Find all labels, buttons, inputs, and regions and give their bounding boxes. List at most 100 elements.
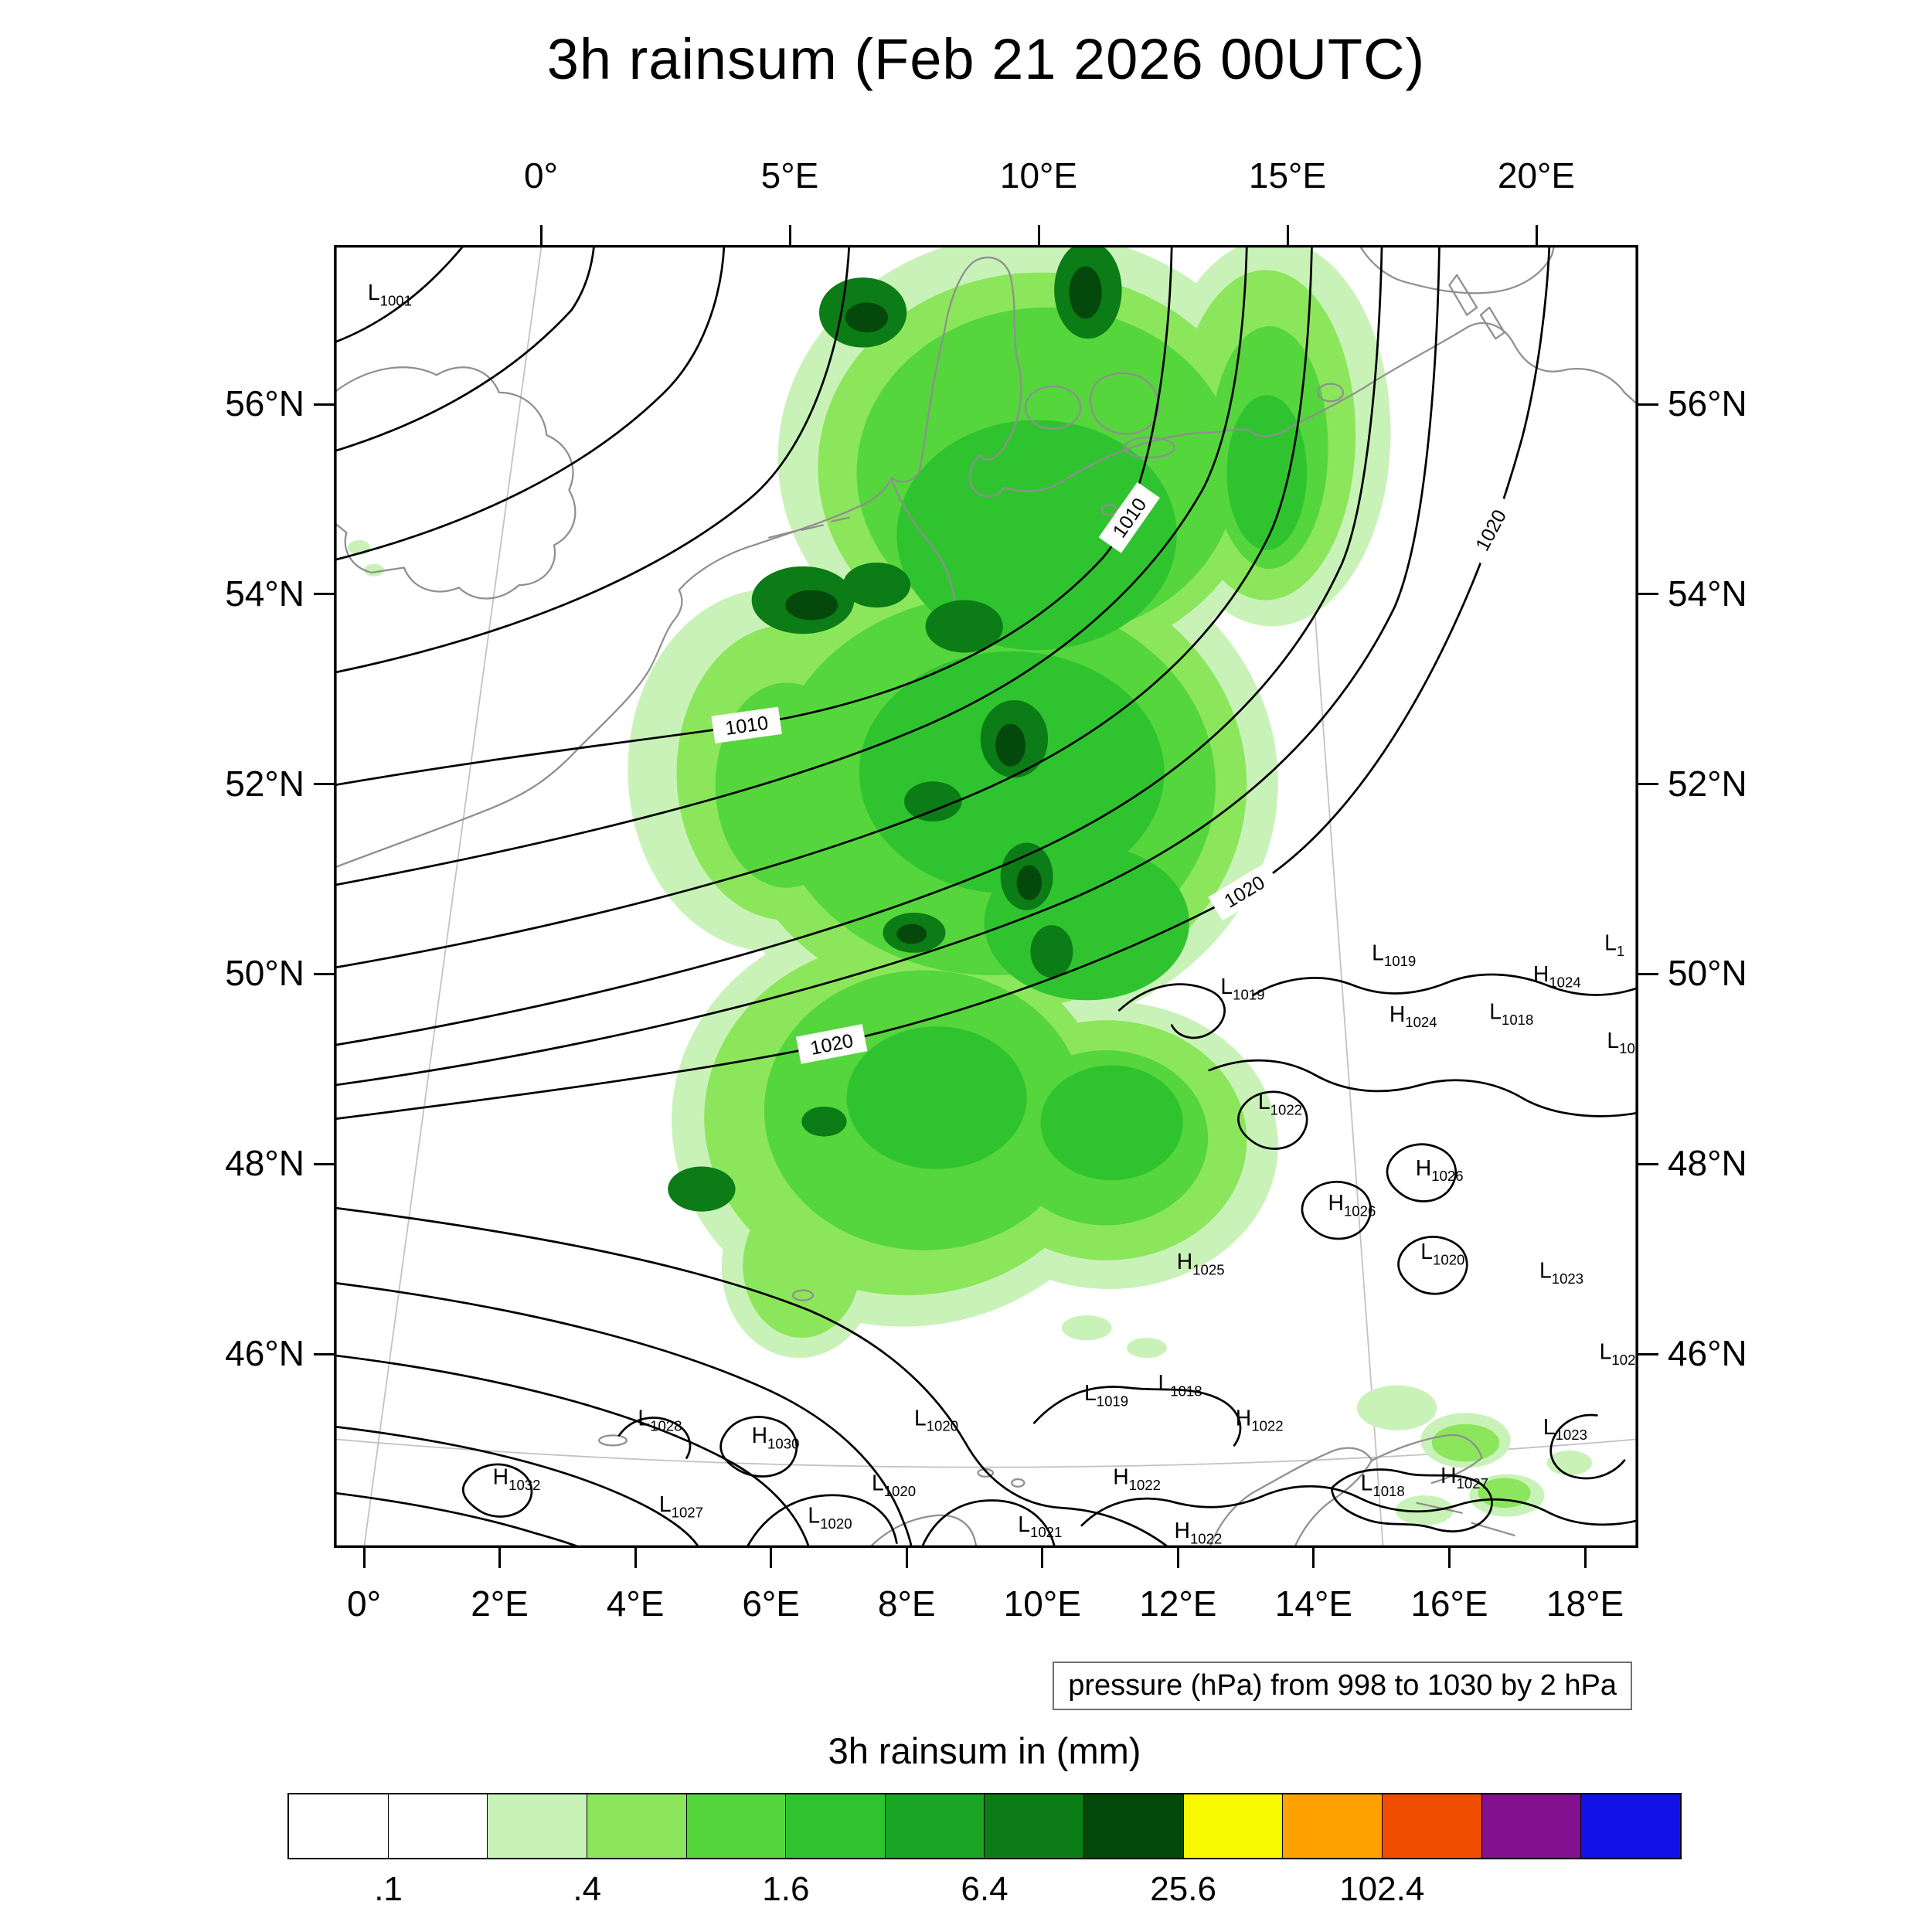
axis-tick bbox=[1041, 1548, 1044, 1568]
pressure-center-low: L10 bbox=[1607, 1028, 1634, 1056]
colorbar-segment bbox=[885, 1794, 985, 1858]
right-axis-label: 56°N bbox=[1668, 383, 1747, 423]
pressure-center-low: L1020 bbox=[1420, 1239, 1464, 1267]
colorbar-segment bbox=[1183, 1794, 1284, 1858]
colorbar-tick-label: 25.6 bbox=[1150, 1870, 1216, 1908]
pressure-center-high: H1022 bbox=[1113, 1464, 1161, 1492]
pressure-center-low: L1 bbox=[1604, 930, 1624, 959]
pressure-center-high: H1026 bbox=[1416, 1155, 1464, 1184]
left-axis-label: 52°N bbox=[225, 763, 304, 804]
colorbar bbox=[287, 1793, 1682, 1859]
left-axis-label: 46°N bbox=[225, 1333, 304, 1373]
axis-tick bbox=[770, 1548, 773, 1568]
colorbar-tick-label: 102.4 bbox=[1339, 1870, 1425, 1908]
bottom-axis-label: 16°E bbox=[1410, 1583, 1488, 1624]
axis-tick bbox=[498, 1548, 502, 1568]
colorbar-tick-label: 6.4 bbox=[961, 1870, 1009, 1908]
axis-tick bbox=[788, 225, 791, 245]
colorbar-segment bbox=[488, 1794, 587, 1858]
pressure-center-low: L102 bbox=[1600, 1339, 1636, 1368]
bottom-axis-label: 0° bbox=[347, 1583, 381, 1624]
axis-tick bbox=[1312, 1548, 1315, 1568]
colorbar-segment bbox=[786, 1794, 886, 1858]
pressure-center-low: L1028 bbox=[638, 1405, 682, 1434]
axis-tick bbox=[314, 1352, 334, 1355]
colorbar-title: 3h rainsum in (mm) bbox=[828, 1730, 1141, 1771]
pressure-center-low: L1019 bbox=[1084, 1380, 1128, 1409]
axis-tick bbox=[1286, 225, 1289, 245]
pressure-center-low: L1018 bbox=[1158, 1370, 1202, 1399]
pressure-center-high: H1024 bbox=[1533, 961, 1581, 990]
pressure-caption: pressure (hPa) from 998 to 1030 by 2 hPa bbox=[1053, 1662, 1632, 1710]
bottom-axis-label: 18°E bbox=[1546, 1583, 1624, 1624]
right-axis-label: 48°N bbox=[1668, 1143, 1747, 1184]
axis-tick bbox=[362, 1548, 366, 1568]
pressure-center-low: L1020 bbox=[914, 1405, 958, 1434]
pressure-center-low: L1020 bbox=[872, 1471, 916, 1499]
axis-tick bbox=[1638, 403, 1658, 406]
bottom-axis-label: 14°E bbox=[1274, 1583, 1353, 1624]
colorbar-segment bbox=[388, 1794, 488, 1858]
top-axis-label: 15°E bbox=[1248, 155, 1327, 196]
top-axis-label: 5°E bbox=[760, 155, 819, 196]
axis-tick bbox=[634, 1548, 637, 1568]
axis-tick bbox=[1638, 1162, 1658, 1165]
colorbar-segment bbox=[1581, 1794, 1680, 1858]
axis-tick bbox=[314, 972, 334, 975]
top-axis-label: 20°E bbox=[1497, 155, 1576, 196]
top-axis-label: 10°E bbox=[999, 155, 1078, 196]
left-axis-label: 56°N bbox=[225, 383, 304, 423]
colorbar-segment bbox=[985, 1794, 1085, 1858]
left-axis-label: 50°N bbox=[225, 953, 304, 994]
pressure-center-low: L1019 bbox=[1372, 940, 1416, 969]
coastlines bbox=[334, 245, 1638, 1548]
rain-layer-dark bbox=[668, 245, 1122, 1212]
pressure-center-low: L1018 bbox=[1361, 1471, 1405, 1499]
contour-label: 1010 bbox=[711, 706, 782, 744]
pressure-center-low: L1018 bbox=[1489, 999, 1533, 1028]
axis-tick bbox=[1638, 783, 1658, 786]
bottom-axis-label: 10°E bbox=[1003, 1583, 1081, 1624]
contour-label: 1020 bbox=[795, 1024, 868, 1064]
colorbar-segment bbox=[1283, 1794, 1383, 1858]
bottom-axis-label: 6°E bbox=[742, 1583, 800, 1624]
plot-title: 3h rainsum (Feb 21 2026 00UTC) bbox=[546, 27, 1426, 91]
axis-tick bbox=[1037, 225, 1040, 245]
bottom-axis-label: 4°E bbox=[606, 1583, 665, 1624]
axis-tick bbox=[1176, 1548, 1179, 1568]
pressure-center-low: L1020 bbox=[808, 1503, 852, 1532]
pressure-center-high: H1024 bbox=[1389, 1002, 1437, 1030]
colorbar-tick-label: 1.6 bbox=[762, 1870, 810, 1908]
top-axis-label: 0° bbox=[524, 155, 558, 196]
right-axis-label: 54°N bbox=[1668, 573, 1747, 614]
pressure-center-high: H1022 bbox=[1175, 1518, 1223, 1546]
map-frame bbox=[334, 245, 1638, 1548]
axis-tick bbox=[1638, 1352, 1658, 1355]
isobars bbox=[334, 245, 1638, 1548]
pressure-center-low: L1021 bbox=[1018, 1512, 1062, 1540]
pressure-center-high: H1026 bbox=[1328, 1190, 1376, 1219]
contour-label: 1020 bbox=[1462, 493, 1519, 566]
bottom-axis-label: 12°E bbox=[1139, 1583, 1217, 1624]
colorbar-segment bbox=[1481, 1794, 1582, 1858]
colorbar-segment bbox=[1383, 1794, 1482, 1858]
pressure-center-high: H1030 bbox=[752, 1423, 800, 1451]
axis-tick bbox=[314, 783, 334, 786]
axis-tick bbox=[905, 1548, 908, 1568]
colorbar-segment bbox=[587, 1794, 687, 1858]
left-axis-label: 54°N bbox=[225, 573, 304, 614]
axis-tick bbox=[314, 1162, 334, 1165]
axis-tick bbox=[1447, 1548, 1451, 1568]
pressure-center-low: L1023 bbox=[1543, 1414, 1587, 1443]
axis-tick bbox=[314, 403, 334, 406]
axis-tick bbox=[1638, 972, 1658, 975]
map-canvas: 1010 1010 1020 1020 1020 L1001 L1019 H1024 L101… bbox=[334, 245, 1638, 1548]
colorbar-tick-label: .4 bbox=[573, 1870, 602, 1908]
contour-label: 1010 bbox=[1098, 481, 1160, 553]
colorbar-segment bbox=[1084, 1794, 1184, 1858]
axis-tick bbox=[314, 593, 334, 596]
rain-layer-darkest bbox=[785, 266, 1102, 944]
colorbar-tick-label: .1 bbox=[374, 1870, 403, 1908]
